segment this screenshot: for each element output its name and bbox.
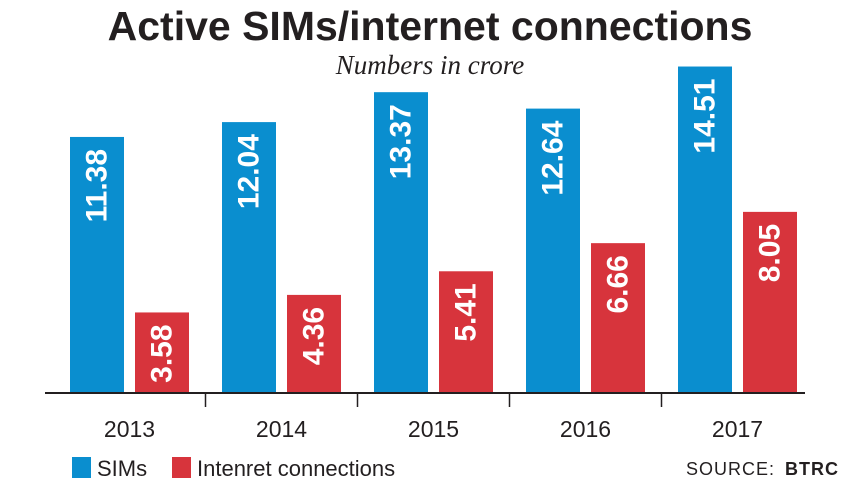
legend-swatch-internet bbox=[172, 457, 191, 478]
legend-label-internet: Intenret connections bbox=[197, 456, 395, 481]
bar-sims-2016 bbox=[526, 108, 580, 393]
bar-label-internet-2013: 3.58 bbox=[146, 324, 179, 382]
bar-sims-2014 bbox=[222, 122, 276, 393]
bar-label-internet-2015: 5.41 bbox=[450, 283, 483, 341]
bar-labels-layer: 11.38 3.58 12.04 4.36 13.37 5.41 12.64 6.66 14.5… bbox=[81, 79, 787, 383]
legend-swatch-sims bbox=[72, 457, 91, 478]
bar-label-sims-2014: 12.04 bbox=[233, 134, 266, 209]
bar-internet-2013 bbox=[135, 312, 189, 393]
x-axis-ticks: 2013 2014 2015 2016 2017 bbox=[104, 393, 763, 442]
x-tick-label-2016: 2016 bbox=[560, 416, 611, 442]
bar-internet-2016 bbox=[591, 243, 645, 393]
chart-subtitle: Numbers in crore bbox=[335, 50, 525, 80]
x-tick-label-2017: 2017 bbox=[712, 416, 763, 442]
bar-sims-2015 bbox=[374, 92, 428, 394]
x-tick-label-2013: 2013 bbox=[104, 416, 155, 442]
bar-internet-2017 bbox=[743, 211, 797, 393]
legend: SIMs Intenret connections bbox=[72, 456, 395, 481]
bar-label-sims-2015: 13.37 bbox=[385, 104, 418, 179]
bar-internet-2015 bbox=[439, 271, 493, 393]
bar-label-internet-2014: 4.36 bbox=[298, 307, 331, 365]
bar-sims-2013 bbox=[70, 136, 124, 393]
source-name: BTRC bbox=[785, 459, 839, 479]
legend-label-sims: SIMs bbox=[97, 456, 147, 481]
source-label: SOURCE: bbox=[686, 459, 775, 479]
bar-label-internet-2017: 8.05 bbox=[754, 224, 787, 282]
bar-label-sims-2013: 11.38 bbox=[81, 149, 114, 222]
bars-layer bbox=[70, 66, 797, 394]
x-tick-label-2014: 2014 bbox=[256, 416, 307, 442]
bar-internet-2014 bbox=[287, 294, 341, 393]
x-tick-label-2015: 2015 bbox=[408, 416, 459, 442]
chart-title: Active SIMs/internet connections bbox=[108, 3, 753, 49]
bar-sims-2017 bbox=[678, 66, 732, 394]
bar-label-internet-2016: 6.66 bbox=[602, 255, 635, 313]
bar-label-sims-2016: 12.64 bbox=[537, 120, 570, 195]
bar-label-sims-2017: 14.51 bbox=[689, 79, 722, 154]
